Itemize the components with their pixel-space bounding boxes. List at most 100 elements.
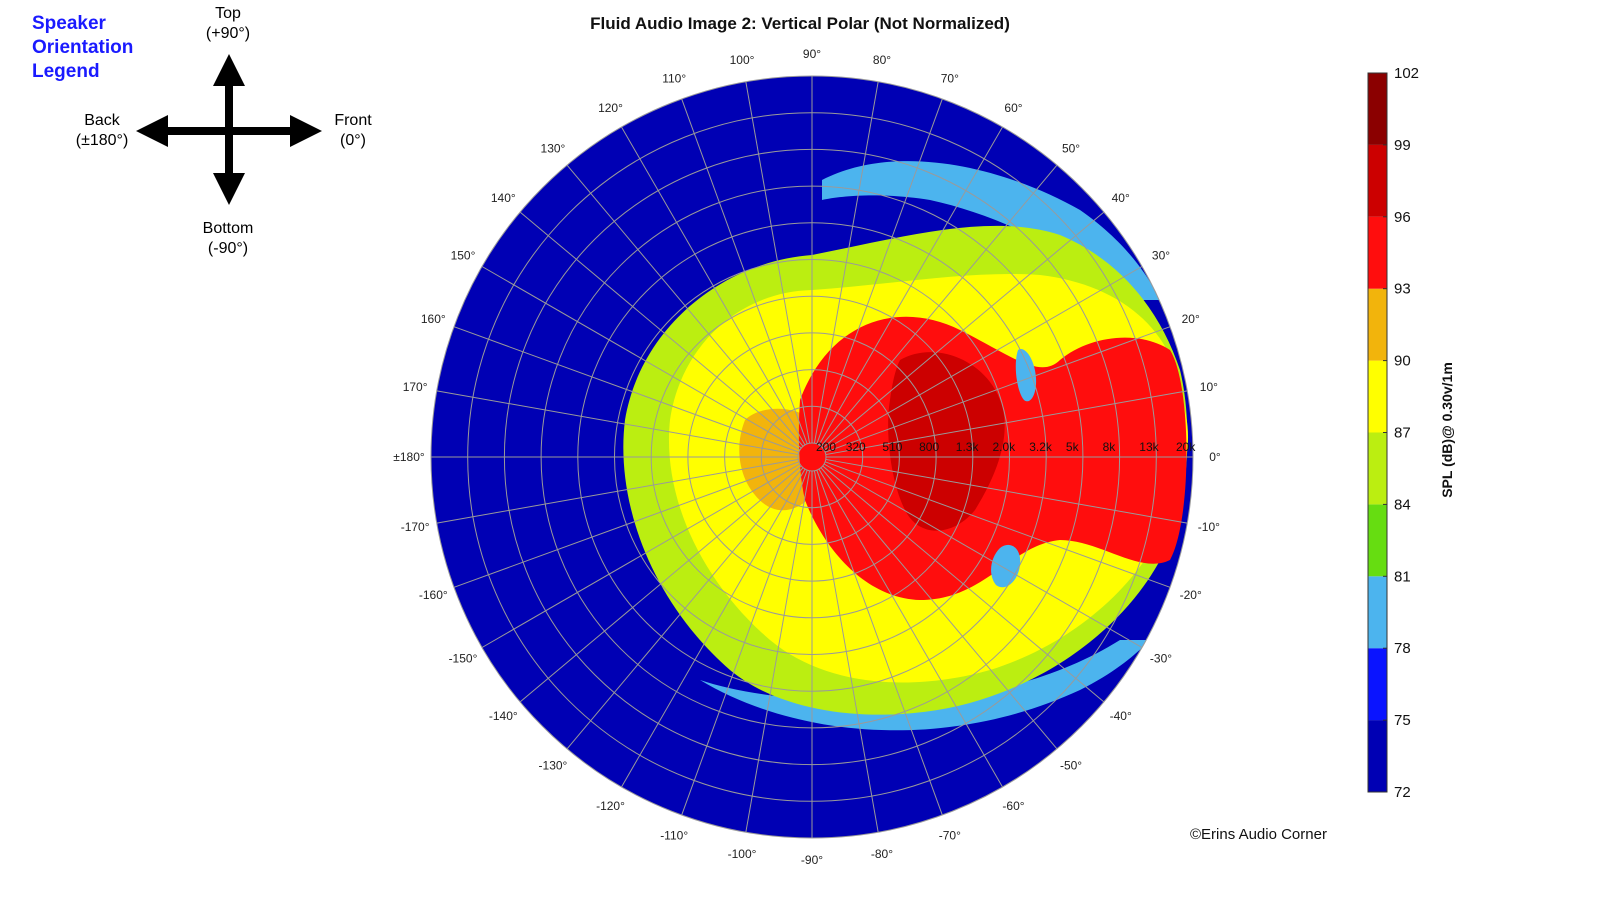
angle-tick-label: 110° <box>662 71 686 85</box>
angle-tick-label: 90° <box>803 47 821 61</box>
frequency-label: 320 <box>846 440 866 454</box>
angle-tick-label: 150° <box>451 249 476 263</box>
grid-spoke <box>566 164 804 447</box>
grid-spoke <box>822 465 1105 703</box>
colorbar-tick-label: 78 <box>1394 640 1411 657</box>
top-angle: (+90°) <box>205 25 251 42</box>
angle-tick-label: -60° <box>1002 799 1024 813</box>
angle-tick-label: -50° <box>1060 759 1082 773</box>
colorbar-tick-label: 96 <box>1394 209 1411 226</box>
chart-title: Fluid Audio Image 2: Vertical Polar (Not… <box>590 14 1010 33</box>
grid-spoke <box>822 211 1105 449</box>
colorbar-tick-label: 72 <box>1394 784 1411 801</box>
grid-spoke <box>621 468 806 788</box>
angle-tick-label: 80° <box>873 53 891 67</box>
angle-tick-labels: 0° 10° 20° 30° 40° 50° 60° 70° 80° 90° 100° 110° 120… <box>393 47 1221 867</box>
angle-tick-label: 100° <box>730 53 755 67</box>
grid-spoke <box>519 465 802 703</box>
colorbar-segment <box>1368 288 1387 361</box>
grid-spoke <box>436 458 799 524</box>
polar-grid <box>430 75 1194 839</box>
grid-spoke <box>824 326 1171 453</box>
back-angle: (±180°) <box>75 132 129 149</box>
colorbar-tick-label: 75 <box>1394 712 1411 729</box>
angle-tick-label: -100° <box>728 847 757 861</box>
front-angle: (0°) <box>340 132 366 149</box>
grid-spoke <box>453 461 800 588</box>
grid-spoke <box>818 468 1003 788</box>
grid-spoke <box>824 461 1171 588</box>
colorbar-segment <box>1368 216 1387 289</box>
colorbar-axis-label: SPL (dB)@ 0.30v/1m <box>1439 362 1455 498</box>
colorbar-segment <box>1368 648 1387 721</box>
frequency-label: 13k <box>1139 440 1159 454</box>
grid-spoke <box>436 390 799 456</box>
grid-spoke <box>566 467 804 750</box>
colorbar-tick-label: 93 <box>1394 281 1411 298</box>
angle-tick-label: 60° <box>1004 101 1022 115</box>
angle-tick-label: -120° <box>596 799 625 813</box>
legend-title-line: Legend <box>32 61 100 82</box>
grid-spoke <box>823 266 1143 451</box>
frequency-label: 800 <box>919 440 939 454</box>
grid-spoke <box>681 469 808 816</box>
colorbar-segment <box>1368 360 1387 433</box>
angle-tick-label: -170° <box>401 520 430 534</box>
angle-tick-label: 130° <box>541 141 566 155</box>
grid-spoke <box>823 463 1143 648</box>
grid-spoke <box>813 470 879 833</box>
frequency-label: 3.2k <box>1029 440 1053 454</box>
angle-tick-label: 40° <box>1112 191 1130 205</box>
frequency-label: 1.3k <box>956 440 980 454</box>
grid-spoke <box>816 469 943 816</box>
grid-spoke <box>519 211 802 449</box>
colorbar-tick-label: 87 <box>1394 425 1411 442</box>
grid-spoke <box>820 467 1058 750</box>
colorbar: 102 99 96 93 90 87 84 81 78 75 72 <box>1367 65 1419 801</box>
angle-tick-label: 0° <box>1209 450 1221 464</box>
orientation-legend-title: Speaker Orientation Legend <box>32 12 133 84</box>
angle-tick-label: 120° <box>598 101 623 115</box>
bottom-angle: (-90°) <box>207 240 249 257</box>
colorbar-tick-label: 84 <box>1394 496 1411 513</box>
legend-title-line: Orientation <box>32 37 134 58</box>
contour-orange-rear <box>739 408 812 511</box>
angle-tick-label: -30° <box>1150 652 1172 666</box>
copyright-text: ©Erins Audio Corner <box>1190 826 1327 843</box>
angle-tick-label: 20° <box>1182 312 1200 326</box>
angle-tick-label: -20° <box>1180 588 1202 602</box>
grid-spoke <box>621 126 806 446</box>
contour-notch-upper <box>1015 349 1037 402</box>
top-direction-label: Top (+90°) <box>198 4 258 44</box>
frequency-label: 5k <box>1066 440 1080 454</box>
colorbar-tick-label: 81 <box>1394 568 1411 585</box>
back-label: Back <box>84 112 120 129</box>
angle-tick-label: -80° <box>871 847 893 861</box>
orientation-arrows-icon <box>136 54 322 205</box>
grid-spoke <box>681 98 808 445</box>
frequency-label: 510 <box>882 440 902 454</box>
grid-spoke <box>816 98 943 445</box>
frequency-labels: 200 320 510 800 1.3k 2.0k 3.2k 5k 8k 13k 20k <box>816 440 1196 454</box>
grid-spoke <box>825 458 1188 524</box>
angle-tick-label: 160° <box>421 312 446 326</box>
angle-tick-label: -130° <box>539 759 568 773</box>
contour-lightblue-top-fringe <box>822 161 1160 300</box>
frequency-label: 20k <box>1176 440 1196 454</box>
colorbar-segment <box>1368 720 1387 792</box>
angle-tick-label: -10° <box>1198 520 1220 534</box>
frequency-label: 8k <box>1103 440 1117 454</box>
angle-tick-label: 140° <box>491 191 516 205</box>
legend-title-line: Speaker <box>32 13 106 34</box>
colorbar-segment <box>1368 576 1387 649</box>
angle-tick-label: 50° <box>1062 141 1080 155</box>
grid-spoke <box>818 126 1003 446</box>
angle-tick-label: -70° <box>939 829 961 843</box>
front-label: Front <box>334 112 372 129</box>
frequency-label: 2.0k <box>993 440 1017 454</box>
angle-tick-label: ±180° <box>393 450 425 464</box>
bottom-label: Bottom <box>202 220 254 237</box>
angle-tick-label: 10° <box>1200 380 1218 394</box>
angle-tick-label: -90° <box>801 853 823 867</box>
